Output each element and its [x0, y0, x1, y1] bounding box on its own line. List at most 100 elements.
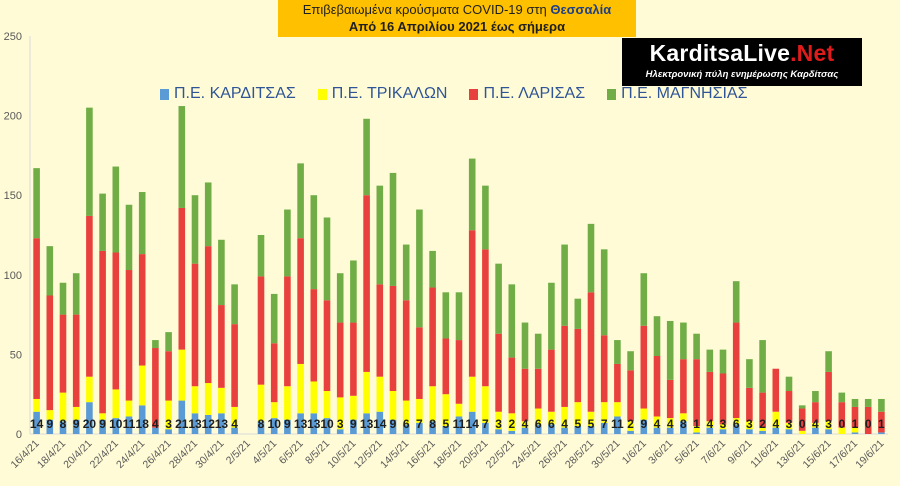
bar-segment-karditsa — [587, 426, 595, 434]
bar-segment-karditsa — [323, 418, 331, 434]
bar-segment-larisa — [204, 246, 212, 384]
bar-segment-karditsa — [257, 421, 265, 434]
bar-segment-karditsa — [86, 402, 93, 434]
data-label-karditsa: 0 — [865, 417, 872, 431]
bar-segment-trikala — [125, 400, 133, 417]
bar-segment-larisa — [402, 300, 410, 401]
x-tick-label: 3/6/21 — [646, 438, 675, 467]
chart-title-box: Επιβεβαιωμένα κρούσματα COVID-19 στη Θεσ… — [278, 0, 636, 37]
bar-segment-magnisia — [191, 195, 199, 264]
bar-segment-trikala — [706, 421, 714, 428]
bar-segment-trikala — [72, 406, 80, 420]
data-label-karditsa: 4 — [812, 417, 819, 431]
bar-segment-trikala — [680, 413, 687, 422]
bar-segment-larisa — [746, 387, 753, 422]
bar-segment-karditsa — [772, 427, 780, 434]
y-tick-label: 0 — [16, 429, 22, 441]
bar-segment-magnisia — [270, 293, 278, 344]
bar-segment-magnisia — [851, 398, 859, 407]
bar-segment-karditsa — [627, 430, 634, 434]
bar-segment-trikala — [86, 376, 93, 403]
bar-segment-magnisia — [350, 260, 357, 323]
data-label-karditsa: 3 — [825, 417, 832, 431]
bar-segment-trikala — [666, 418, 674, 428]
data-label-karditsa: 9 — [284, 417, 291, 431]
data-label-karditsa: 13 — [188, 417, 202, 431]
bar-segment-magnisia — [284, 209, 291, 277]
bar-segment-karditsa — [336, 429, 344, 434]
bar-segment-larisa — [46, 295, 54, 411]
bar-segment-trikala — [561, 406, 568, 428]
bar-segment-larisa — [218, 305, 225, 388]
bar-segment-trikala — [323, 391, 331, 419]
data-label-karditsa: 8 — [429, 417, 436, 431]
bar-segment-karditsa — [191, 413, 199, 434]
bar-segment-karditsa — [204, 414, 212, 434]
bar-segment-karditsa — [363, 413, 370, 434]
bar-segment-larisa — [125, 270, 133, 401]
bar-segment-larisa — [693, 359, 700, 427]
bar-segment-trikala — [138, 365, 146, 406]
bar-segment-larisa — [680, 359, 687, 414]
bar-segment-trikala — [218, 387, 225, 414]
bar-segment-magnisia — [416, 209, 423, 328]
bar-segment-larisa — [336, 322, 344, 398]
data-label-karditsa: 6 — [403, 417, 410, 431]
bar-segment-karditsa — [680, 421, 687, 434]
bar-segment-magnisia — [257, 235, 265, 277]
bar-segment-larisa — [442, 338, 450, 395]
bar-segment-karditsa — [33, 411, 40, 434]
bar-segment-magnisia — [297, 163, 304, 239]
x-tick-label: 7/6/21 — [699, 438, 728, 467]
data-label-karditsa: 6 — [535, 417, 542, 431]
bar-segment-karditsa — [125, 416, 133, 434]
bar-segment-larisa — [825, 371, 832, 422]
bar-segment-trikala — [59, 392, 67, 422]
legend-label-magnisia: Π.Ε. ΜΑΓΝΗΣΙΑΣ — [621, 85, 748, 102]
x-tick-label: 2/5/21 — [224, 438, 253, 467]
x-tick-label: 20/4/21 — [61, 438, 94, 471]
y-tick-label: 150 — [4, 190, 22, 202]
bar-segment-trikala — [165, 400, 172, 430]
bar-segment-karditsa — [878, 432, 885, 434]
logo-name-part2: .Net — [790, 40, 835, 66]
bar-segment-trikala — [772, 411, 780, 428]
data-label-karditsa: 9 — [640, 417, 647, 431]
data-label-karditsa: 6 — [733, 417, 740, 431]
bar-segment-larisa — [257, 276, 265, 385]
data-label-karditsa: 13 — [360, 417, 374, 431]
bar-segment-trikala — [482, 386, 489, 423]
bar-segment-magnisia — [693, 333, 700, 360]
bar-segment-larisa — [86, 215, 93, 377]
data-label-karditsa: 4 — [706, 417, 713, 431]
bar-segment-magnisia — [389, 172, 397, 286]
bar-segment-larisa — [534, 368, 542, 409]
data-label-karditsa: 3 — [165, 417, 172, 431]
x-tick-label: 16/5/21 — [404, 438, 437, 471]
bar-segment-larisa — [521, 368, 529, 422]
bar-segment-karditsa — [706, 427, 714, 434]
bar-segment-magnisia — [455, 292, 463, 341]
bar-segment-larisa — [323, 300, 331, 392]
x-tick-label: 4/5/21 — [250, 438, 279, 467]
bar-segment-magnisia — [429, 250, 436, 288]
karditsalive-logo: KarditsaLive.Net Ηλεκτρονική πύλη ενημέρ… — [622, 38, 862, 86]
bar-segment-trikala — [534, 408, 542, 425]
bar-segment-trikala — [548, 411, 555, 425]
bar-segment-magnisia — [812, 391, 819, 403]
bar-segment-trikala — [297, 363, 304, 414]
bar-segment-magnisia — [165, 332, 172, 352]
bar-segment-trikala — [838, 427, 846, 434]
bar-segment-magnisia — [798, 405, 806, 409]
legend-label-karditsa: Π.Ε. ΚΑΡΔΙΤΣΑΣ — [174, 85, 296, 102]
bar-segment-karditsa — [468, 411, 476, 434]
bar-segment-larisa — [574, 328, 582, 403]
data-label-karditsa: 6 — [548, 417, 555, 431]
bar-segment-larisa — [416, 327, 423, 399]
data-label-karditsa: 11 — [453, 417, 466, 431]
bar-segment-karditsa — [561, 427, 568, 434]
x-tick-label: 26/5/21 — [536, 438, 569, 471]
bar-segment-magnisia — [706, 349, 714, 372]
bar-segment-magnisia — [363, 118, 370, 196]
